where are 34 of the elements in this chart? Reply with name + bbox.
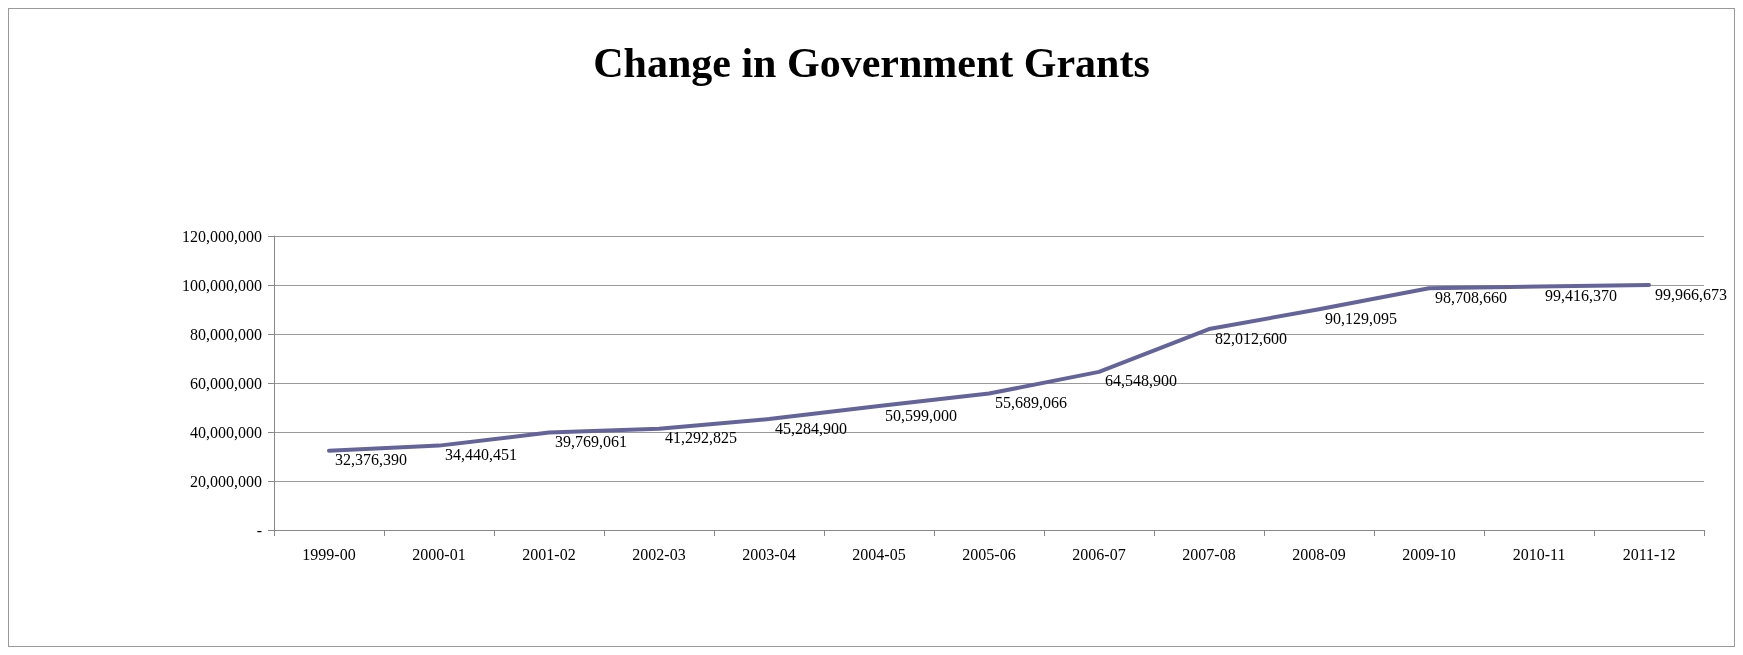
x-tick-label: 2005-06 xyxy=(962,545,1016,563)
data-label: 64,548,900 xyxy=(1105,372,1177,390)
data-label: 98,708,660 xyxy=(1435,288,1507,306)
data-label: 90,129,095 xyxy=(1325,309,1397,327)
y-tick-label: - xyxy=(256,521,262,539)
data-label: 45,284,900 xyxy=(775,419,847,437)
y-tick-label: 80,000,000 xyxy=(190,325,262,343)
x-tick-label: 1999-00 xyxy=(302,545,356,563)
data-label: 34,440,451 xyxy=(445,446,517,464)
x-tick-label: 2002-03 xyxy=(632,545,686,563)
chart-title: Change in Government Grants xyxy=(593,40,1150,86)
data-label: 50,599,000 xyxy=(885,406,957,424)
y-tick-label: 40,000,000 xyxy=(190,423,262,441)
data-label: 55,689,066 xyxy=(995,394,1067,412)
x-tick-label: 2001-02 xyxy=(522,545,576,563)
data-label: 39,769,061 xyxy=(555,433,627,451)
x-tick-label: 2006-07 xyxy=(1072,545,1126,563)
x-tick-label: 2007-08 xyxy=(1182,545,1236,563)
x-tick-label: 2010-11 xyxy=(1512,545,1566,563)
x-tick-label: 2008-09 xyxy=(1292,545,1346,563)
y-tick-label: 120,000,000 xyxy=(182,227,262,245)
x-tick-label: 2003-04 xyxy=(742,545,796,563)
data-label: 41,292,825 xyxy=(665,429,737,447)
x-tick-label: 2004-05 xyxy=(852,545,906,563)
x-tick-label: 2009-10 xyxy=(1402,545,1456,563)
data-label: 99,966,673 xyxy=(1655,285,1727,303)
y-tick-label: 20,000,000 xyxy=(190,472,262,490)
x-tick-label: 2011-12 xyxy=(1622,545,1676,563)
data-label: 99,416,370 xyxy=(1545,286,1617,304)
y-tick-label: 60,000,000 xyxy=(190,374,262,392)
x-tick-label: 2000-01 xyxy=(412,545,466,563)
data-label: 82,012,600 xyxy=(1215,329,1287,347)
y-tick-label: 100,000,000 xyxy=(182,276,262,294)
data-label: 32,376,390 xyxy=(335,451,407,469)
